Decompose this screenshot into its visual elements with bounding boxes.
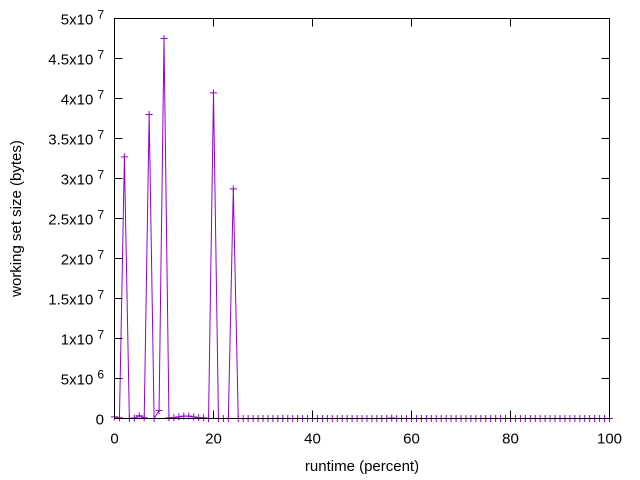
y-tick-label: 1x10 7 <box>61 328 105 349</box>
y-tick-label: 3x10 7 <box>61 168 105 189</box>
data-point <box>170 414 178 422</box>
data-point <box>229 185 237 193</box>
data-point <box>120 153 128 161</box>
x-axis-label: runtime (percent) <box>305 458 419 475</box>
plot-frame <box>114 18 610 419</box>
x-tick-label: 100 <box>597 431 622 448</box>
data-point <box>155 407 163 414</box>
data-point <box>175 413 183 421</box>
y-tick-label: 3.5x10 7 <box>48 128 104 149</box>
series-line-group <box>114 38 610 421</box>
data-point <box>140 414 148 422</box>
y-tick-label: 2.5x10 7 <box>48 208 104 229</box>
x-axis-ticks: 0 20 40 60 80 100 <box>110 18 622 448</box>
x-tick-label: 0 <box>110 431 118 448</box>
y-tick-label: 4x10 7 <box>61 88 105 109</box>
y-tick-label: 1.5x10 7 <box>48 288 104 309</box>
x-tick-label: 20 <box>205 431 222 448</box>
y-tick-label: 4.5x10 7 <box>48 48 104 69</box>
data-point <box>200 414 208 422</box>
data-point <box>190 413 198 421</box>
y-tick-label: 5x10 6 <box>61 368 105 389</box>
x-tick-label: 40 <box>304 431 321 448</box>
y-tick-label: 0 <box>96 412 104 429</box>
y-axis-label: working set size (bytes) <box>8 140 25 298</box>
data-point <box>160 35 168 42</box>
y-tick-label: 2x10 7 <box>61 248 105 269</box>
x-tick-label: 60 <box>403 431 420 448</box>
y-axis-ticks: 0 5x10 6 1x10 7 1.5x10 7 2x10 7 2.5x10 7 3x10 7 3.5x1… <box>48 8 610 429</box>
x-tick-label: 80 <box>502 431 519 448</box>
y-tick-label: 5x10 7 <box>61 8 105 29</box>
data-points <box>111 35 613 422</box>
data-point <box>115 414 123 422</box>
data-point <box>210 89 217 97</box>
series-line <box>114 38 610 421</box>
data-point <box>145 111 153 118</box>
